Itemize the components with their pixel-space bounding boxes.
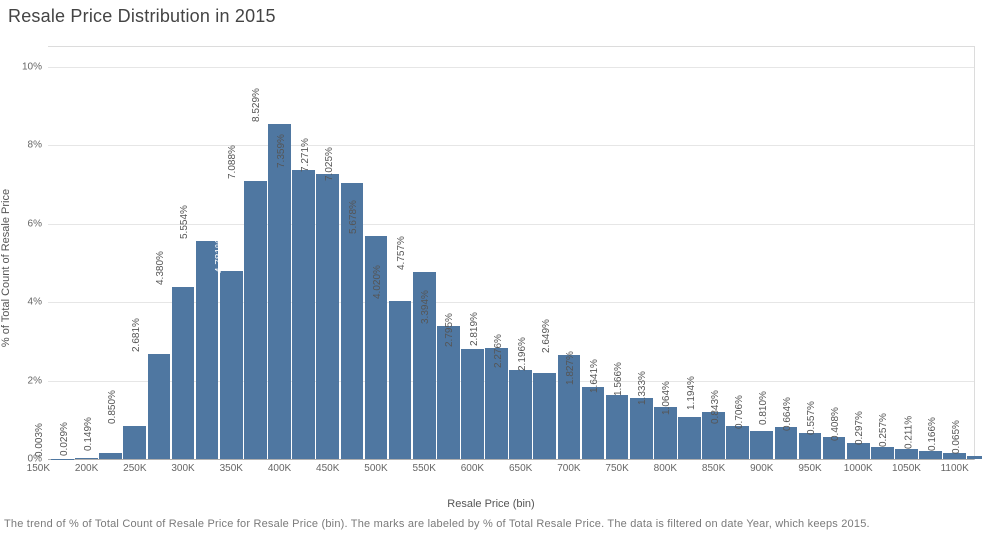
- bar-value-label: 7.359%: [276, 134, 287, 168]
- x-tick-label: 400K: [268, 459, 291, 474]
- x-tick-label: 800K: [654, 459, 677, 474]
- bar-value-label: 1.194%: [686, 376, 697, 410]
- x-tick-label: 600K: [461, 459, 484, 474]
- bar: 1.064%: [678, 417, 701, 459]
- x-tick-label: 1000K: [844, 459, 873, 474]
- bar: 0.149%: [99, 453, 122, 459]
- bar-value-label: 2.681%: [131, 318, 142, 352]
- bar-value-label: 0.166%: [927, 417, 938, 451]
- bar-value-label: 2.819%: [469, 312, 480, 346]
- bar-value-label: 0.297%: [854, 411, 865, 445]
- bar-value-label: 4.380%: [155, 251, 166, 285]
- bar: 0.297%: [871, 447, 894, 459]
- bar: 0.257%: [895, 449, 918, 459]
- x-tick-label: 350K: [220, 459, 243, 474]
- plot-area: 0%2%4%6%8%10% 0.003%0.029%0.149%0.850%2.…: [48, 46, 975, 460]
- bar: 0.065%: [967, 456, 982, 459]
- x-tick-label: 700K: [557, 459, 580, 474]
- bar: 4.020%: [389, 301, 412, 459]
- bar: 1.641%: [606, 395, 629, 459]
- y-tick-label: 6%: [28, 218, 48, 229]
- bar-value-label: 1.641%: [589, 359, 600, 393]
- bar-value-label: 8.529%: [252, 88, 263, 122]
- bar: 7.271%: [316, 174, 339, 459]
- bar-value-label: 1.566%: [613, 362, 624, 396]
- bar: 2.196%: [533, 373, 556, 459]
- x-tick-label: 500K: [364, 459, 387, 474]
- x-tick-label: 1050K: [892, 459, 921, 474]
- bar-value-label: 0.029%: [59, 422, 70, 456]
- bar-value-label: 7.088%: [227, 145, 238, 179]
- x-tick-label: 650K: [509, 459, 532, 474]
- bar: 0.664%: [799, 433, 822, 459]
- bar-value-label: 2.649%: [541, 319, 552, 353]
- bar: 2.276%: [509, 370, 532, 459]
- x-tick-label: 750K: [605, 459, 628, 474]
- bar: 0.408%: [847, 443, 870, 459]
- bar: 0.810%: [775, 427, 798, 459]
- bar-value-label: 0.408%: [830, 407, 841, 441]
- bar-value-label: 1.333%: [637, 371, 648, 405]
- bar-value-label: 0.706%: [734, 395, 745, 429]
- bar-value-label: 4.020%: [372, 265, 383, 299]
- x-tick-label: 850K: [702, 459, 725, 474]
- bar: 1.566%: [630, 398, 653, 459]
- bar-value-label: 0.003%: [34, 423, 45, 457]
- chart-caption: The trend of % of Total Count of Resale …: [4, 518, 870, 530]
- bar: 7.359%: [292, 170, 315, 459]
- bar-value-label: 0.065%: [951, 421, 962, 455]
- x-tick-label: 150K: [27, 459, 50, 474]
- bar-value-label: 4.757%: [396, 236, 407, 270]
- x-tick-label: 950K: [798, 459, 821, 474]
- bar: 2.795%: [461, 349, 484, 459]
- bar-value-label: 2.795%: [444, 313, 455, 347]
- y-tick-label: 4%: [28, 297, 48, 308]
- bar: 4.781%: [220, 271, 243, 459]
- bar-value-label: 0.149%: [83, 417, 94, 451]
- bar: 0.706%: [750, 431, 773, 459]
- bar-value-label: 3.394%: [420, 290, 431, 324]
- bar-value-label: 2.276%: [493, 334, 504, 368]
- bar: 0.003%: [51, 459, 74, 460]
- bar: 5.554%: [196, 241, 219, 459]
- chart-container: Resale Price Distribution in 2015 % of T…: [0, 0, 982, 536]
- bar-value-label: 7.025%: [324, 147, 335, 181]
- x-tick-label: 300K: [171, 459, 194, 474]
- x-tick-label: 450K: [316, 459, 339, 474]
- y-tick-label: 8%: [28, 140, 48, 151]
- x-tick-label: 250K: [123, 459, 146, 474]
- bar-value-label: 1.827%: [565, 351, 576, 385]
- x-tick-label: 1100K: [941, 459, 969, 474]
- chart-title: Resale Price Distribution in 2015: [8, 6, 276, 27]
- bar-value-label: 2.196%: [517, 337, 528, 371]
- bar-value-label: 4.781%: [214, 239, 225, 273]
- bar: 8.529%: [268, 124, 291, 459]
- bar: 7.088%: [244, 181, 267, 459]
- bar-value-label: 5.678%: [348, 200, 359, 234]
- bar: 0.211%: [919, 451, 942, 459]
- x-axis-label: Resale Price (bin): [0, 498, 982, 510]
- bar: 4.380%: [172, 287, 195, 459]
- bar-value-label: 0.843%: [710, 390, 721, 424]
- bar-value-label: 0.810%: [758, 391, 769, 425]
- bar-value-label: 0.557%: [806, 401, 817, 435]
- bar-value-label: 0.664%: [782, 397, 793, 431]
- y-axis-label: % of Total Count of Resale Price: [0, 189, 12, 347]
- bar-value-label: 0.257%: [879, 413, 890, 447]
- y-tick-label: 2%: [28, 375, 48, 386]
- y-tick-label: 10%: [22, 61, 48, 72]
- x-tick-label: 550K: [413, 459, 436, 474]
- x-tick-label: 200K: [75, 459, 98, 474]
- bar: 2.681%: [148, 354, 171, 459]
- bars: 0.003%0.029%0.149%0.850%2.681%4.380%5.55…: [48, 47, 974, 459]
- x-tick-label: 900K: [750, 459, 773, 474]
- bar: 1.827%: [582, 387, 605, 459]
- bar-value-label: 5.554%: [179, 205, 190, 239]
- bar-value-label: 7.271%: [300, 138, 311, 172]
- bar-value-label: 0.211%: [903, 416, 914, 449]
- bar-value-label: 1.064%: [661, 381, 672, 415]
- bar-value-label: 0.850%: [107, 390, 118, 424]
- bar: 0.850%: [123, 426, 146, 459]
- bar: 0.843%: [726, 426, 749, 459]
